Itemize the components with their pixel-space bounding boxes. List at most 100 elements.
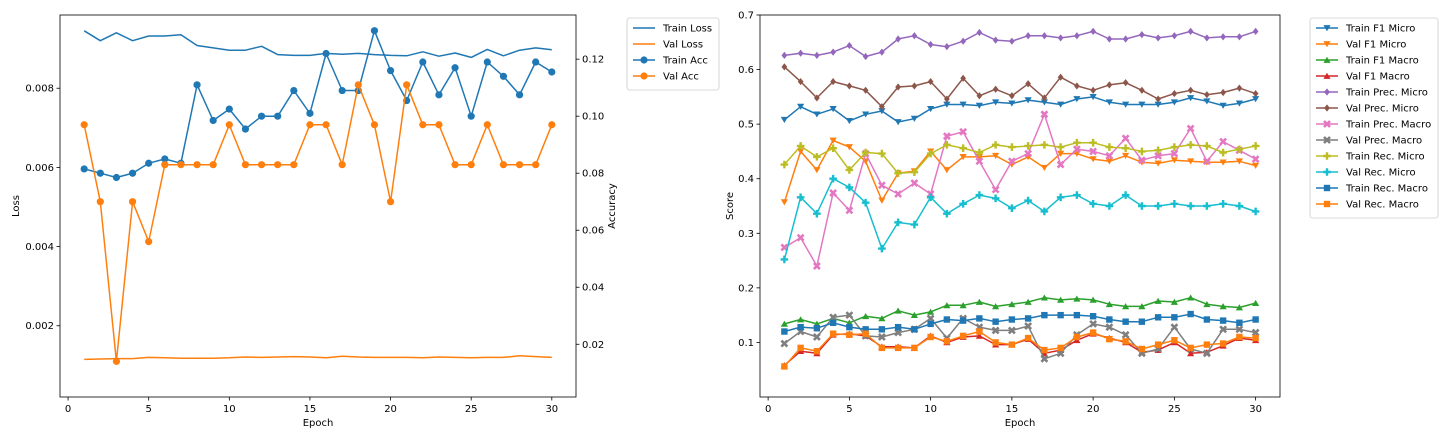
data-point [927,308,935,315]
data-point [813,167,821,174]
legend-marker [640,56,648,64]
y-tick-label: 0.5 [738,120,754,131]
data-point [1073,311,1081,319]
legend: Train Loss Val Loss Train Acc Val Acc [626,17,720,91]
legend-item: Val Prec. Macro [1316,136,1422,147]
data-point [797,323,804,331]
y2-tick-label: 0.06 [582,226,604,237]
series-line-train-loss [83,30,552,59]
data-point [1252,299,1260,307]
series-val-loss [84,355,552,361]
legend-marker [1323,120,1331,128]
data-point [483,121,491,129]
legend-label: Val F1 Macro [1346,72,1410,83]
data-point [1008,100,1016,107]
data-point [1186,141,1195,149]
data-point [241,125,250,133]
data-point [532,161,540,169]
data-point [1219,340,1227,347]
y2-tick-label: 0.02 [582,340,604,351]
data-point [1041,346,1048,354]
data-point [845,117,853,125]
data-point [1219,200,1227,208]
series-train-f1-macro [780,294,1260,327]
data-point [306,121,314,129]
x-axis-label: Epoch [303,418,334,429]
data-point [845,311,854,320]
y-tick-label: 0.2 [738,283,754,294]
data-point [1187,86,1194,94]
data-point [829,313,838,322]
data-point [1057,34,1064,42]
data-point [1203,202,1211,210]
data-point [1137,156,1146,165]
legend-item: Train F1 Micro [1316,24,1415,35]
data-point [1187,294,1195,301]
data-point [1089,147,1098,156]
data-point [1170,323,1179,332]
data-point [1122,318,1129,325]
data-point [1122,35,1129,43]
data-point [1121,191,1130,199]
data-point [1106,316,1113,323]
data-point [1040,99,1048,106]
data-point [1186,202,1195,210]
loss-accuracy-chart: 0 5 10 15 20 25 30 0.002 0.004 0.006 0.008 0.02 0.04… [11,14,720,429]
data-point [1220,33,1227,41]
y2-tick-label: 0.04 [582,283,604,294]
data-point [1073,333,1081,341]
data-point [1041,32,1048,40]
legend-label: Val Loss [663,40,703,51]
data-point [1251,328,1260,337]
x-tick-label: 15 [1006,404,1019,415]
data-point [1057,73,1064,81]
data-point [1024,97,1032,104]
data-point [1138,31,1145,39]
series-train-f1-micro [780,93,1260,126]
data-point [943,101,951,108]
data-point [1007,326,1016,335]
data-point [1072,145,1081,154]
data-point [1057,296,1065,303]
data-point [483,58,491,66]
data-point [1252,316,1259,323]
data-point [829,137,837,144]
data-point [943,95,950,103]
data-point [927,77,934,86]
data-point [1089,296,1097,303]
data-point [1236,33,1243,41]
data-point [991,141,1000,149]
data-point [96,198,104,206]
data-point [1106,335,1113,343]
legend-item: Train Prec. Macro [1316,120,1431,131]
x-tick-label: 20 [384,404,397,415]
data-point [862,111,870,118]
data-point [975,332,983,339]
data-point [1235,158,1243,165]
data-point [419,121,427,129]
data-point [780,160,789,169]
data-point [145,159,153,167]
data-point [1089,200,1097,208]
data-point [1171,32,1178,40]
data-point [862,330,869,337]
data-point [1024,142,1032,150]
data-point [1008,37,1015,45]
data-point [1170,200,1179,208]
data-point [1057,150,1065,157]
data-point [780,199,788,206]
data-point [1187,344,1194,352]
data-point [845,166,854,174]
data-point [780,116,788,124]
data-point [796,142,805,150]
data-point [1187,158,1195,165]
data-point [975,102,983,109]
data-point [911,82,918,90]
data-point [926,193,935,202]
data-point [797,148,805,155]
data-point [1252,334,1259,342]
data-point [1236,84,1243,92]
data-point [1057,344,1064,352]
data-point [257,112,266,120]
data-point [1170,143,1179,151]
